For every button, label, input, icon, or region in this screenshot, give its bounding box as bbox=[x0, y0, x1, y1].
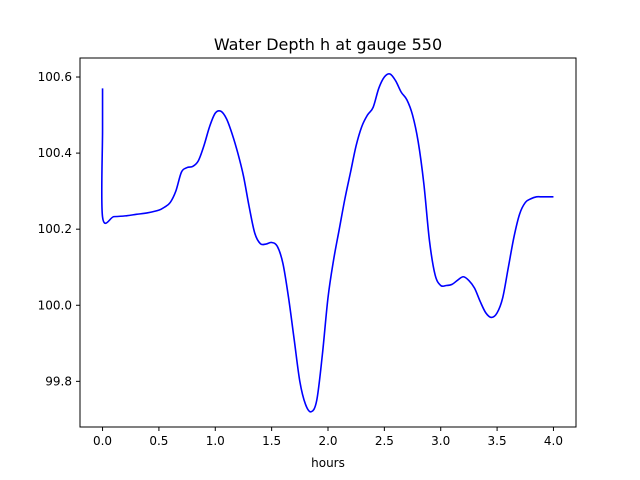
x-tick-label: 3.5 bbox=[488, 434, 507, 448]
x-tick-label: 1.0 bbox=[206, 434, 225, 448]
chart-title: Water Depth h at gauge 550 bbox=[214, 35, 442, 54]
y-tick-label: 100.2 bbox=[38, 222, 72, 236]
x-axis-label: hours bbox=[311, 456, 345, 470]
x-tick-label: 4.0 bbox=[544, 434, 563, 448]
x-tick-label: 3.0 bbox=[431, 434, 450, 448]
x-tick-label: 0.5 bbox=[149, 434, 168, 448]
series-line-1 bbox=[100, 73, 554, 413]
y-tick-label: 100.6 bbox=[38, 70, 72, 84]
x-tick-label: 2.0 bbox=[318, 434, 337, 448]
plot-area: 0.0 0.5 1.0 1.5 2.0 2.5 3.0 3.5 4.0 99.8 100.0 100.… bbox=[38, 57, 577, 448]
y-tick-label: 99.8 bbox=[45, 374, 72, 388]
x-tick-label: 0.0 bbox=[93, 434, 112, 448]
x-tick-label: 2.5 bbox=[375, 434, 394, 448]
y-tick-label: 100.4 bbox=[38, 146, 72, 160]
x-tick-label: 1.5 bbox=[262, 434, 281, 448]
y-tick-label: 100.0 bbox=[38, 298, 72, 312]
